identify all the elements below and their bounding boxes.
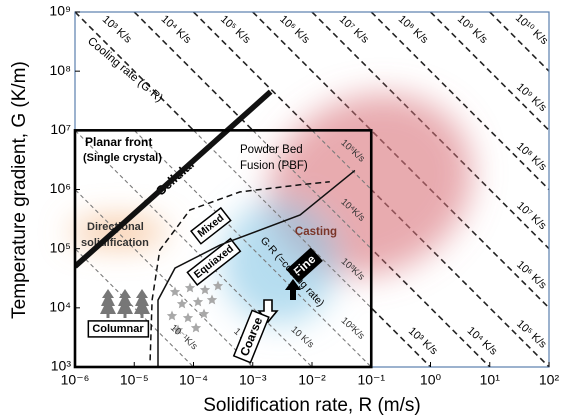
star-icon (190, 322, 202, 333)
boundary-dashed (149, 181, 330, 361)
annotation-text: Columnar (92, 323, 144, 335)
annotation: Planar front (85, 135, 152, 149)
star-icon (182, 312, 194, 323)
line-label: 10⁴ K/s (465, 325, 500, 358)
annotation-text: Cooling rate (G·R) (85, 35, 165, 105)
line-label: 10⁹ K/s (514, 81, 549, 114)
annotation-box (87, 320, 150, 338)
annotation-text: solidification (81, 237, 149, 249)
annotation-box (286, 247, 323, 284)
y-tick-label: 10⁷ (50, 121, 71, 137)
x-axis-title: Solidification rate, R (m/s) (203, 395, 421, 416)
annotation-box (190, 206, 232, 245)
y-tick-label: 10⁴ (49, 299, 71, 315)
line-label: 10⁸ K/s (514, 140, 549, 173)
x-tick-label: 10⁻⁶ (61, 372, 90, 388)
annotation-box (186, 237, 242, 287)
x-tick-label: 10⁻² (298, 372, 326, 388)
star-icon (199, 284, 211, 295)
annotation: Casting (295, 226, 337, 238)
annotation-box (232, 309, 270, 364)
casting-region (222, 200, 338, 324)
line-label: 10¹⁰ K/s (513, 12, 551, 48)
boundary-thick (75, 89, 273, 269)
x-tick-label: 10⁻⁴ (179, 372, 208, 388)
annotation: Mixed (190, 206, 232, 245)
star-icon (172, 324, 184, 335)
annotation-text: Planar front (85, 135, 152, 149)
line-label: 10⁵ K/s (514, 318, 549, 351)
x-tick-label: 10⁻³ (239, 372, 267, 388)
star-icon (176, 298, 188, 309)
boundary-solid (157, 169, 356, 367)
star-icon (198, 308, 210, 319)
y-tick-label: 10⁹ (49, 3, 71, 19)
x-tick-label: 10⁰ (420, 372, 442, 388)
annotation: Powder Bed (240, 144, 303, 156)
tree-icon (117, 289, 133, 318)
star-icon (206, 294, 218, 305)
cooling-rate-line (311, 12, 549, 250)
annotation-text: Fusion (PBF) (240, 160, 308, 172)
line-label: 10⁶ K/s (514, 259, 549, 292)
line-label: 10³ K/s (406, 325, 440, 358)
star-icon (184, 282, 196, 293)
cooling-rate-line (489, 12, 549, 73)
x-tick-label: 10⁻¹ (357, 372, 385, 388)
cooling-rate-line (429, 12, 549, 132)
annotation: (Single crystal) (83, 152, 162, 164)
tree-icon (100, 289, 116, 318)
star-icon (166, 310, 178, 321)
fine-arrow (285, 279, 301, 300)
annotation: Cooling rate (G·R) (85, 35, 165, 105)
star-icon (192, 296, 204, 307)
y-tick-label: 10³ (51, 358, 72, 374)
y-tick-label: 10⁵ (50, 239, 71, 255)
star-icon (212, 280, 224, 291)
x-tick-label: 10¹ (480, 372, 501, 388)
cooling-rate-line (370, 12, 549, 191)
annotation-text: (Single crystal) (83, 152, 162, 164)
x-tick-label: 10⁻⁵ (120, 372, 149, 388)
annotation: Columnar (87, 320, 150, 338)
x-tick-label: 10² (539, 372, 560, 388)
line-label: 10⁷ K/s (514, 200, 549, 233)
star-icon (169, 286, 181, 297)
annotation: Fusion (PBF) (240, 160, 308, 172)
annotation-text: Powder Bed (240, 144, 303, 156)
y-tick-label: 10⁸ (50, 62, 72, 78)
y-axis-title: Temperature gradient, G (K/m) (9, 61, 30, 319)
y-tick-label: 10⁶ (50, 180, 71, 196)
annotation-text: Casting (295, 226, 337, 238)
tree-icon (134, 289, 150, 318)
annotation: solidification (81, 237, 149, 249)
